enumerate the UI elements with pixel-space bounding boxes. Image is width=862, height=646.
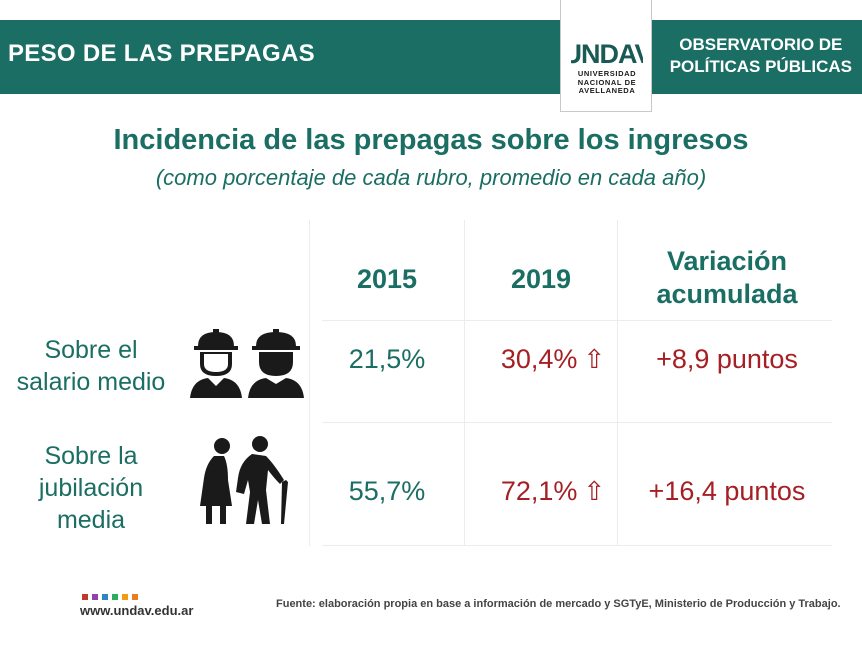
footer-dot (112, 594, 118, 600)
row-label-line-3: media (56, 506, 126, 534)
logo-line-3: AVELLANEDA (578, 86, 636, 96)
up-arrow-icon: ⇧ (583, 476, 606, 506)
header-band (0, 20, 862, 94)
column-header-variation: Variación acumulada (622, 245, 832, 311)
footer-source: Fuente: elaboración propia en base a inf… (276, 598, 841, 610)
observatory-line-1: OBSERVATORIO DE (679, 35, 843, 54)
observatory-line-2: POLÍTICAS PÚBLICAS (669, 57, 852, 76)
column-header-2015: 2015 (356, 264, 418, 294)
value-2019-pension: 72,1% ⇧ (478, 476, 628, 507)
row-label-line-2: salario medio (16, 368, 166, 396)
undav-logo-text: UNIVERSIDAD NACIONAL DE AVELLANEDA (565, 69, 649, 96)
footer-color-dots (82, 594, 138, 600)
grid-line (617, 220, 618, 546)
elderly-couple-icon (200, 436, 288, 524)
variation-salary: +8,9 puntos (656, 344, 798, 374)
row-label-line-2: jubilación (38, 474, 144, 502)
variation-header-line-1: Variación (666, 246, 788, 276)
header-title: PESO DE LAS PREPAGAS (8, 40, 315, 67)
logo-line-2: NACIONAL DE (577, 77, 637, 87)
row-label-pension: Sobre la jubilación media (0, 440, 182, 536)
row-label-line-1: Sobre el (44, 336, 138, 364)
column-header-2019: 2019 (510, 264, 572, 294)
grid-line (322, 422, 832, 423)
grid-line (322, 545, 832, 546)
footer-dot (132, 594, 138, 600)
value-2015-salary: 21,5% (348, 344, 426, 374)
variation-pension: +16,4 puntos (648, 476, 806, 506)
value-2019-salary: 30,4% ⇧ (478, 344, 628, 375)
logo-line-1: UNIVERSIDAD (577, 69, 637, 78)
observatory-title: OBSERVATORIO DE POLÍTICAS PÚBLICAS (670, 34, 852, 78)
variation-header-line-2: acumulada (656, 279, 798, 309)
value-2019-pension-text: 72,1% (500, 476, 578, 506)
footer-dot (92, 594, 98, 600)
up-arrow-icon: ⇧ (583, 344, 606, 374)
value-2019-salary-text: 30,4% (500, 344, 578, 374)
footer-dot (122, 594, 128, 600)
undav-logo-mark: UNDAV (571, 39, 643, 68)
value-2015-pension: 55,7% (348, 476, 426, 506)
footer-dot (102, 594, 108, 600)
footer-dot (82, 594, 88, 600)
row-label-salary: Sobre el salario medio (0, 334, 182, 398)
row-label-line-1: Sobre la (44, 442, 138, 470)
grid-line (464, 220, 465, 546)
page-title: Incidencia de las prepagas sobre los ing… (113, 124, 749, 156)
footer-url[interactable]: www.undav.edu.ar (80, 603, 194, 618)
undav-logo-mark-text: UNDAV (571, 39, 643, 68)
grid-line (309, 220, 310, 546)
grid-line (322, 320, 832, 321)
workers-icon (190, 329, 304, 398)
undav-logo: UNDAV UNIVERSIDAD NACIONAL DE AVELLANEDA (560, 0, 652, 112)
page-subtitle: (como porcentaje de cada rubro, promedio… (155, 165, 707, 190)
